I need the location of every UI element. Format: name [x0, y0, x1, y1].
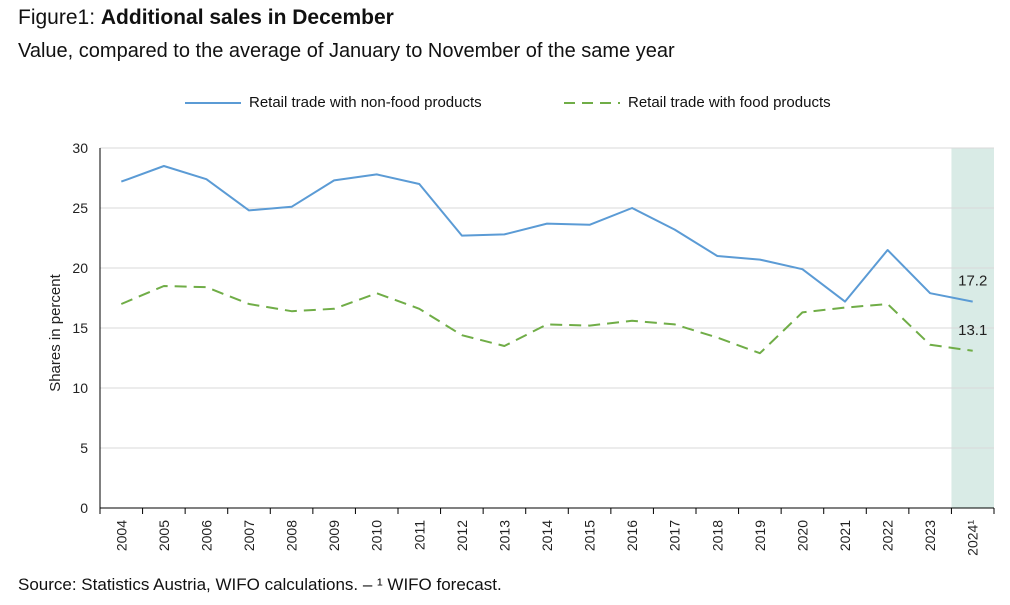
- end-label-food: 13.1: [958, 322, 987, 339]
- x-tick-label: 2011: [411, 520, 427, 550]
- line-chart: 0 5 10 15 20 25 30 2004 2005 2006 2007 2008 2009 2010…: [47, 140, 995, 556]
- x-tick-label: 2016: [624, 520, 640, 551]
- legend-label-non-food: Retail trade with non-food products: [249, 94, 482, 111]
- x-tick-label: 2022: [880, 520, 896, 551]
- end-label-non-food: 17.2: [958, 273, 987, 290]
- legend-item-non-food: Retail trade with non-food products: [185, 94, 482, 111]
- series-line-non-food: [120, 165, 973, 303]
- y-tick-label: 20: [72, 260, 88, 276]
- y-tick-label: 0: [80, 500, 88, 516]
- x-tick-label: 2007: [241, 520, 257, 551]
- y-tick-label: 30: [72, 140, 88, 156]
- legend-swatch-non-food: [185, 101, 241, 104]
- series-line-food: [120, 285, 973, 355]
- x-tick-label: 2018: [709, 520, 725, 551]
- x-tick-label: 2009: [326, 520, 342, 551]
- y-axis-label: Shares in percent: [47, 273, 64, 391]
- figure-title-text: Additional sales in December: [100, 6, 394, 29]
- y-tick-label: 10: [72, 380, 88, 396]
- y-tick-label: 15: [72, 320, 88, 336]
- legend-item-food: Retail trade with food products: [564, 94, 831, 111]
- y-tick-label: 5: [80, 440, 88, 456]
- x-tick-label: 2021: [837, 520, 853, 551]
- x-tick-label: 2004: [113, 520, 129, 551]
- x-tick-label: 2014: [539, 520, 555, 551]
- figure-label: Figure1:: [18, 6, 101, 29]
- chart-legend: Retail trade with non-food products Reta…: [0, 94, 1010, 118]
- x-tick-label: 2013: [496, 520, 512, 551]
- x-tick-label: 2023: [922, 520, 938, 551]
- figure-subtitle: Value, compared to the average of Januar…: [18, 40, 675, 62]
- legend-label-food: Retail trade with food products: [628, 94, 831, 111]
- x-tick-label: 2017: [667, 520, 683, 551]
- figure-title: Figure1: Additional sales in December: [18, 6, 394, 30]
- x-tick-label: 2015: [582, 520, 598, 551]
- x-tick-label: 2012: [454, 520, 470, 551]
- source-note: Source: Statistics Austria, WIFO calcula…: [18, 575, 502, 594]
- legend-swatch-food: [564, 101, 620, 104]
- x-tick-label: 2010: [369, 520, 385, 551]
- x-tick-label: 2019: [752, 520, 768, 551]
- x-tick-label: 2005: [156, 520, 172, 551]
- x-tick-label: 2006: [198, 520, 214, 551]
- x-tick-label: 2008: [284, 520, 300, 551]
- y-tick-label: 25: [72, 200, 88, 216]
- x-tick-label: 2024¹: [965, 520, 981, 556]
- x-tick-label: 2020: [794, 520, 810, 551]
